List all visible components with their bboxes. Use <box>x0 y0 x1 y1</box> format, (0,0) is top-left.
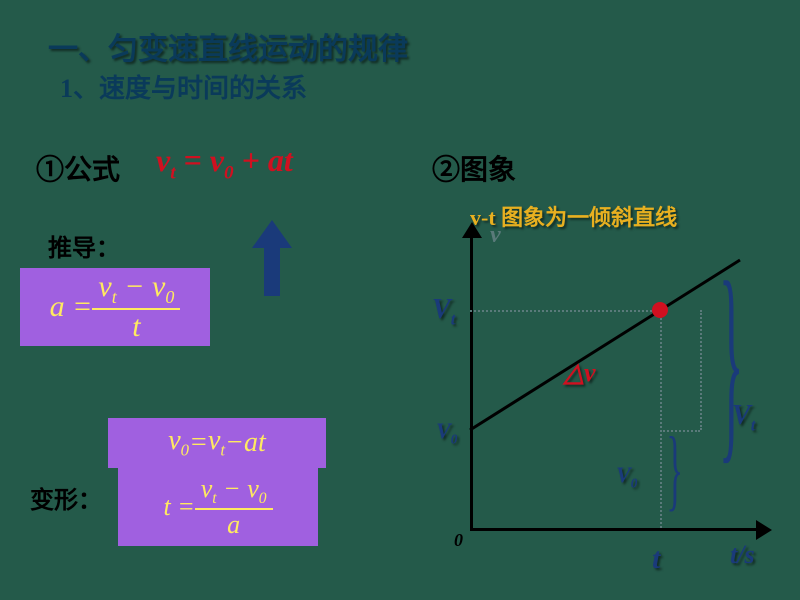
x-axis-arrow-icon <box>756 520 772 540</box>
vt-symbol: vt <box>156 142 176 178</box>
right-v0-label: V0 <box>616 462 637 491</box>
t2-lhs: t = <box>163 492 194 522</box>
at-term: at <box>268 142 293 178</box>
sub-heading: 1、速度与时间的关系 <box>60 68 307 105</box>
y-axis-arrow-icon <box>462 222 482 238</box>
graph-section-label: ②图象 <box>432 148 516 188</box>
transform-formula-2: t = vt − v0 a <box>118 468 318 546</box>
t1-vt: vt <box>208 425 225 461</box>
t1-minus: − <box>225 427 244 459</box>
derive-fraction: vt − v0 t <box>92 270 180 344</box>
y-axis <box>470 230 473 528</box>
transform-label: 变形： <box>30 480 102 515</box>
t1-eq: = <box>189 427 208 459</box>
v0-symbol: v0 <box>210 142 234 178</box>
vt-dashed-h <box>470 310 660 312</box>
up-arrow-icon <box>252 220 292 296</box>
a-equals: a = <box>50 290 93 324</box>
v-axis-label: v <box>490 222 501 249</box>
derive-formula-box: a = vt − v0 t <box>20 268 210 346</box>
derive-label: 推导： <box>48 228 120 263</box>
vt-y-label: Vt <box>432 294 455 330</box>
formula-section-label: ①公式 <box>36 148 120 188</box>
plus: + <box>242 142 268 178</box>
main-heading: 一、匀变速直线运动的规律 <box>48 24 408 68</box>
t1-v0: v0 <box>168 425 189 461</box>
delta-v-label: △v <box>564 358 596 388</box>
t-dashed-v <box>660 310 662 528</box>
x-axis <box>470 528 760 531</box>
equals: = <box>184 142 210 178</box>
t2-fraction: vt − v0 a <box>195 474 273 540</box>
t-axis-label: t/s <box>730 540 755 570</box>
graph-title: v-t 图象为一倾斜直线 <box>470 200 677 232</box>
right-vt-label: Vt <box>732 400 755 436</box>
t1-at: at <box>244 427 266 459</box>
t-x-label: t <box>652 542 660 576</box>
brace-v0-icon: } <box>666 428 683 514</box>
transform-formula-1: v0 = vt − at <box>108 418 326 468</box>
origin-label: 0 <box>454 530 463 551</box>
main-formula: vt = v0 + at <box>156 142 293 184</box>
v0-y-label: V0 <box>436 418 457 447</box>
t-dashed-v-right <box>700 310 702 430</box>
data-point <box>652 302 668 318</box>
